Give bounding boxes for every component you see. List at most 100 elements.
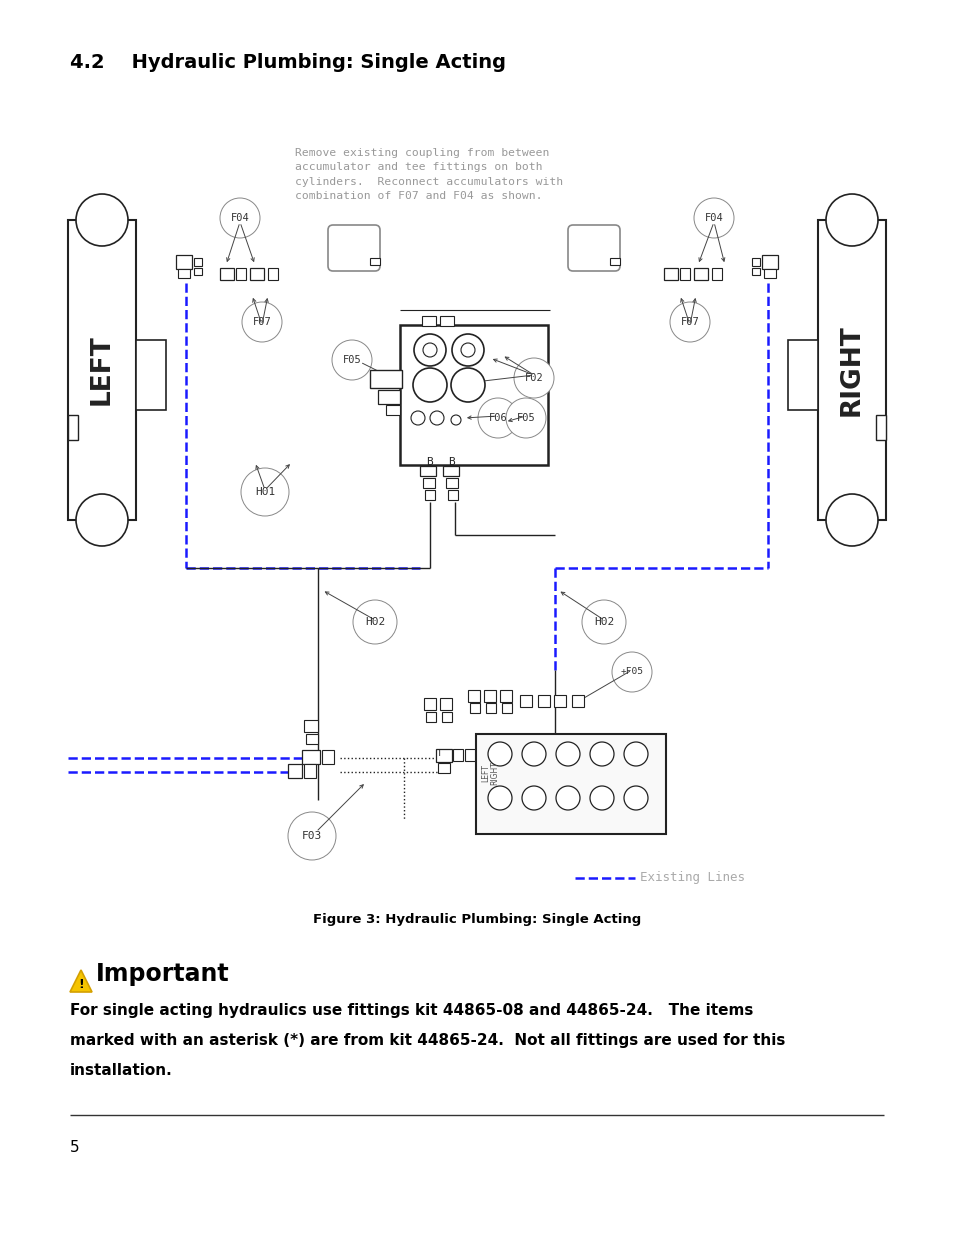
Circle shape [514, 358, 554, 398]
Bar [572, 695, 583, 706]
Circle shape [451, 415, 460, 425]
Bar [442, 466, 458, 475]
Bar [679, 268, 689, 280]
Circle shape [460, 343, 475, 357]
Bar [875, 415, 885, 440]
Circle shape [589, 785, 614, 810]
Circle shape [422, 343, 436, 357]
Text: H02: H02 [364, 618, 385, 627]
Text: T: T [436, 750, 442, 758]
FancyBboxPatch shape [567, 225, 619, 270]
Text: 4.2    Hydraulic Plumbing: Single Acting: 4.2 Hydraulic Plumbing: Single Acting [70, 53, 505, 72]
Text: installation.: installation. [70, 1063, 172, 1078]
Text: F07: F07 [253, 317, 271, 327]
Text: F04: F04 [231, 212, 249, 224]
Bar [468, 690, 479, 701]
Circle shape [241, 468, 289, 516]
Circle shape [556, 742, 579, 766]
Bar [304, 764, 315, 778]
Bar [501, 703, 512, 713]
Text: F05: F05 [517, 412, 535, 424]
Bar [250, 268, 264, 280]
Circle shape [414, 333, 446, 366]
Bar [370, 258, 379, 266]
Circle shape [76, 494, 128, 546]
Bar [422, 478, 435, 488]
Circle shape [220, 198, 260, 238]
Text: Remove existing coupling from between
accumulator and tee fittings on both
cylin: Remove existing coupling from between ac… [294, 148, 562, 201]
Bar [322, 750, 334, 764]
Circle shape [669, 303, 709, 342]
Circle shape [521, 785, 545, 810]
Circle shape [413, 368, 447, 403]
Bar [763, 269, 775, 278]
Bar [609, 258, 619, 266]
Text: Important: Important [96, 962, 230, 986]
Text: !: ! [78, 977, 84, 990]
Bar [220, 268, 233, 280]
Circle shape [477, 398, 517, 438]
Circle shape [623, 785, 647, 810]
Text: F06: F06 [488, 412, 507, 424]
Bar [499, 690, 512, 701]
Text: Figure 3: Hydraulic Plumbing: Single Acting: Figure 3: Hydraulic Plumbing: Single Act… [313, 914, 640, 926]
Bar [437, 763, 450, 773]
Bar [193, 268, 202, 275]
Bar [446, 478, 457, 488]
Bar [426, 713, 436, 722]
FancyBboxPatch shape [328, 225, 379, 270]
Bar [306, 734, 317, 743]
Circle shape [353, 600, 396, 643]
Text: RIGHT: RIGHT [838, 324, 864, 416]
Text: +F05: +F05 [619, 667, 643, 677]
Text: F02: F02 [524, 373, 543, 383]
Text: marked with an asterisk (*) are from kit 44865-24.  Not all fittings are used fo: marked with an asterisk (*) are from kit… [70, 1032, 784, 1049]
Text: H01: H01 [254, 487, 274, 496]
Bar [370, 370, 401, 388]
Text: B: B [448, 457, 455, 467]
Bar [519, 695, 532, 706]
Bar [302, 750, 319, 764]
Circle shape [451, 368, 484, 403]
Circle shape [556, 785, 579, 810]
Bar [421, 316, 436, 326]
Bar [399, 325, 547, 466]
Bar [476, 734, 665, 834]
Bar [304, 720, 317, 732]
Text: B: B [426, 457, 433, 467]
Circle shape [76, 194, 128, 246]
Circle shape [623, 742, 647, 766]
Bar [439, 698, 452, 710]
Bar [175, 254, 192, 269]
Bar [441, 713, 452, 722]
Bar [448, 490, 457, 500]
Circle shape [581, 600, 625, 643]
Bar [711, 268, 721, 280]
Bar [419, 466, 436, 475]
Bar [751, 268, 760, 275]
Circle shape [411, 411, 424, 425]
Text: F07: F07 [679, 317, 699, 327]
Text: LEFT: LEFT [89, 335, 115, 405]
Circle shape [825, 494, 877, 546]
Bar [423, 698, 436, 710]
Circle shape [452, 333, 483, 366]
Circle shape [488, 742, 512, 766]
Text: 5: 5 [70, 1140, 79, 1155]
Circle shape [332, 340, 372, 380]
Bar [235, 268, 246, 280]
Text: F05: F05 [342, 354, 361, 366]
Circle shape [589, 742, 614, 766]
Text: H02: H02 [594, 618, 614, 627]
Text: Existing Lines: Existing Lines [639, 872, 744, 884]
Polygon shape [70, 969, 91, 992]
Circle shape [288, 811, 335, 860]
Bar [485, 703, 496, 713]
Bar [268, 268, 277, 280]
Bar [483, 690, 496, 701]
Bar [377, 390, 399, 404]
Circle shape [825, 194, 877, 246]
Text: F04: F04 [704, 212, 722, 224]
Bar [663, 268, 678, 280]
Circle shape [693, 198, 733, 238]
